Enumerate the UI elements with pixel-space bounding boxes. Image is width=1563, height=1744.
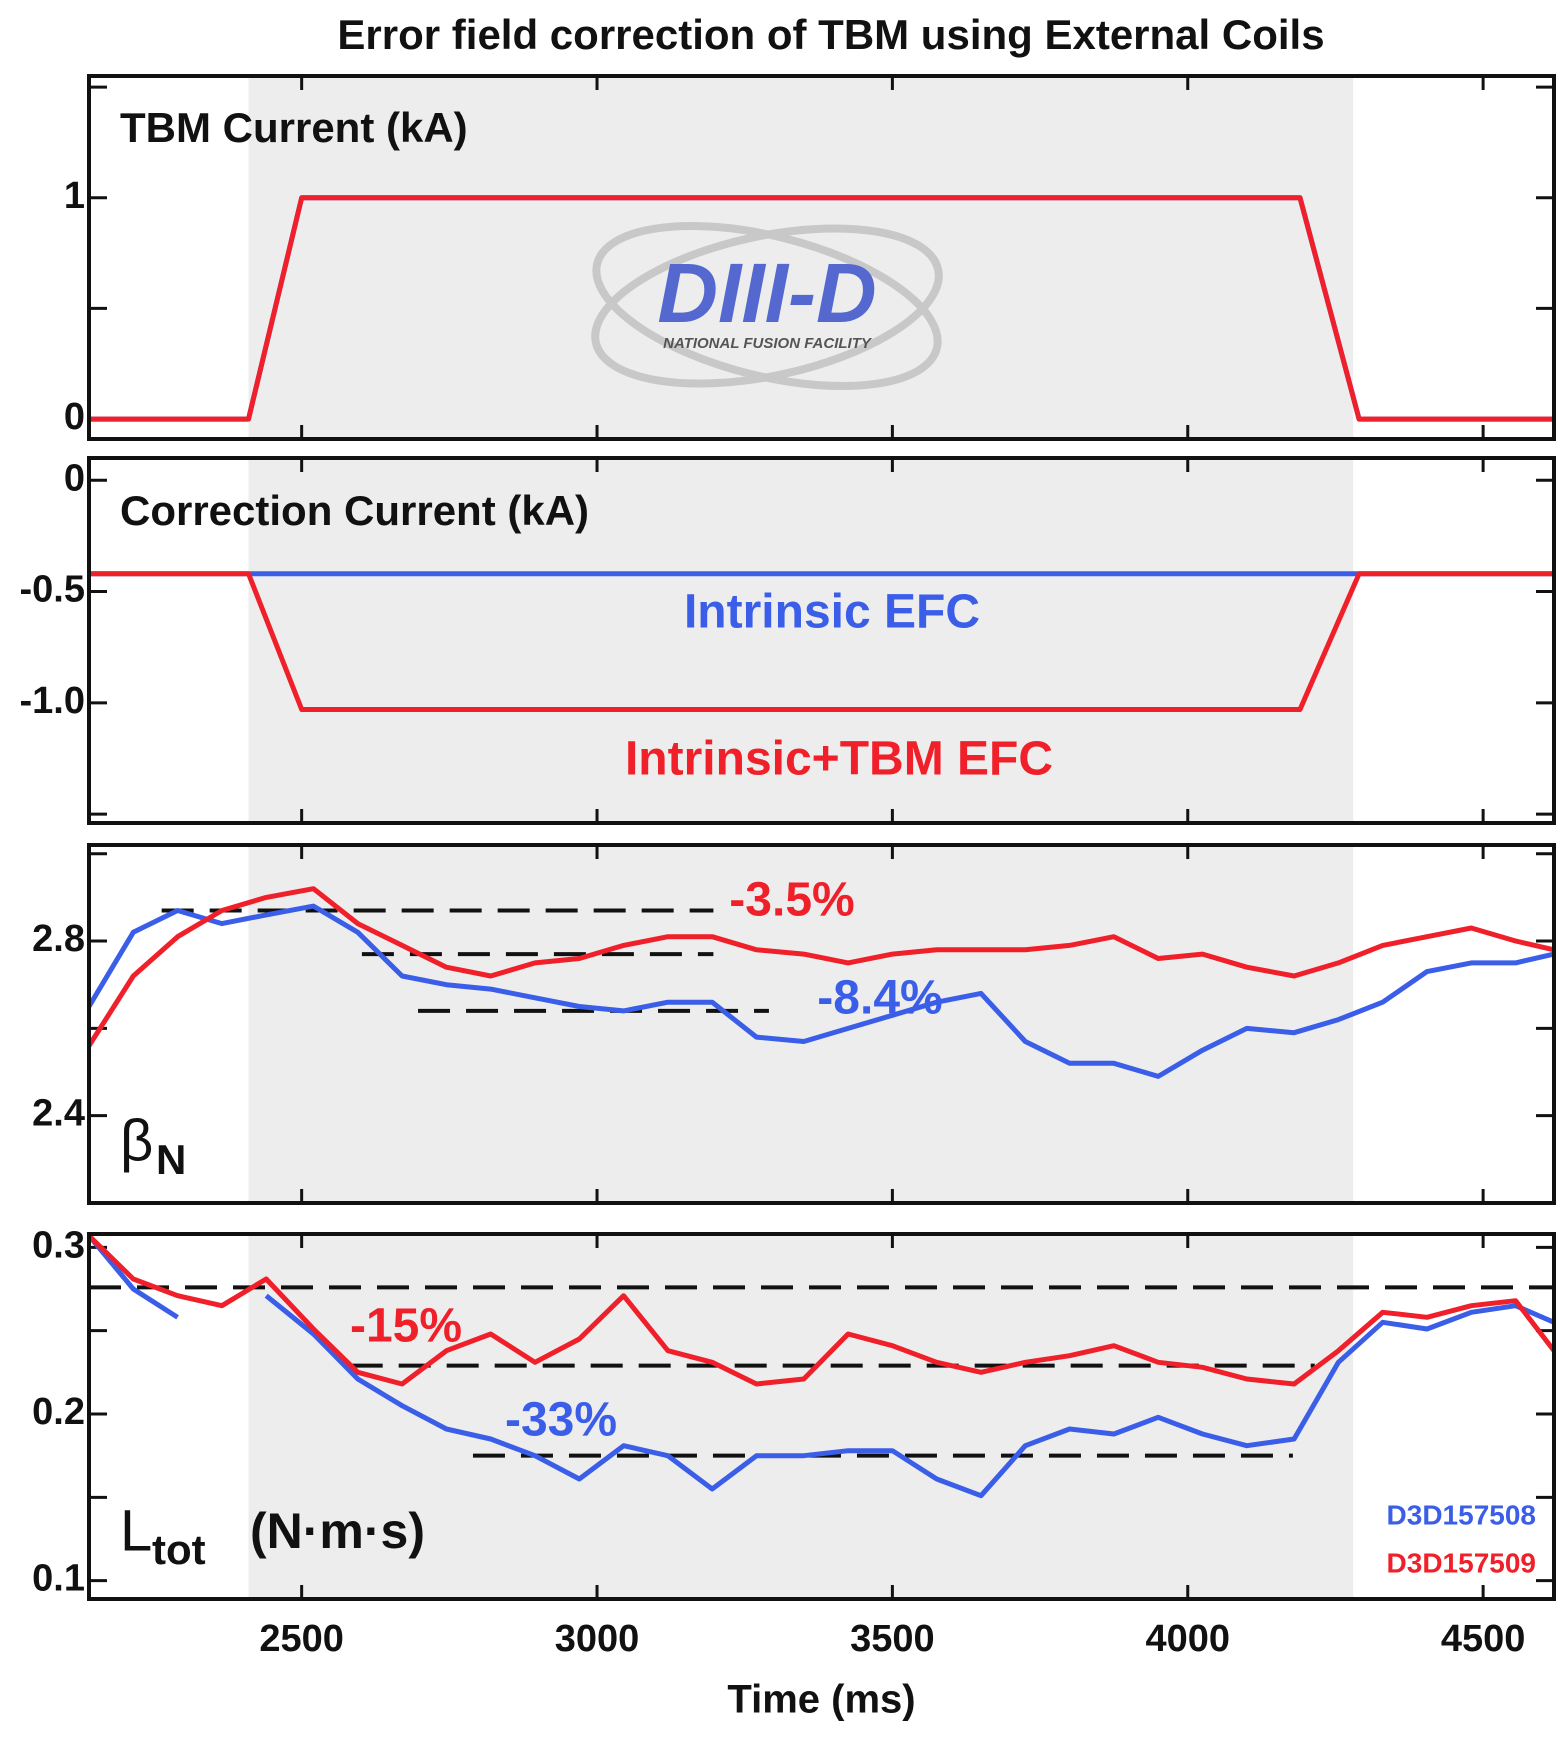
annotation: Intrinsic+TBM EFC bbox=[625, 733, 1053, 786]
series-line bbox=[89, 195, 1554, 422]
y-tick-label: 0 bbox=[64, 396, 85, 438]
y-tick-label: -0.5 bbox=[20, 569, 85, 611]
chart-title: Error field correction of TBM using Exte… bbox=[337, 11, 1324, 58]
panel-title: TBM Current (kA) bbox=[120, 104, 468, 151]
annotation: -8.4% bbox=[817, 972, 942, 1025]
plot-frame bbox=[87, 74, 1556, 441]
annotation: -33% bbox=[505, 1394, 617, 1447]
legend-label: D3D157509 bbox=[1387, 1547, 1536, 1578]
x-tick-label: 3500 bbox=[850, 1618, 935, 1660]
x-tick-label: 4000 bbox=[1145, 1618, 1230, 1660]
logo-name: DIII-D bbox=[657, 246, 876, 340]
shade bbox=[248, 1234, 1354, 1599]
annotation: -15% bbox=[350, 1300, 462, 1353]
plot-frame bbox=[87, 843, 1556, 1205]
logo-orbit bbox=[592, 221, 942, 391]
shade bbox=[248, 458, 1354, 823]
plot-frame bbox=[87, 1232, 1556, 1601]
y-label-unit: (N·m·s) bbox=[250, 1503, 425, 1559]
y-tick-label: -1.0 bbox=[20, 680, 85, 722]
series-line bbox=[89, 903, 1554, 1079]
y-tick-label: 0.3 bbox=[32, 1224, 85, 1266]
x-tick-label: 3000 bbox=[555, 1618, 640, 1660]
series-line bbox=[89, 1234, 1554, 1387]
shade bbox=[248, 845, 1354, 1203]
y-tick-label: 0 bbox=[64, 457, 85, 499]
x-tick-label: 2500 bbox=[259, 1618, 344, 1660]
series-line bbox=[89, 886, 1554, 1048]
logo-orbit bbox=[591, 224, 943, 388]
y-tick-label: 2.4 bbox=[32, 1093, 85, 1135]
y-label-symbol: β bbox=[120, 1108, 153, 1173]
y-tick-label: 0.2 bbox=[32, 1391, 85, 1433]
legend-label: D3D157508 bbox=[1387, 1499, 1536, 1530]
y-tick-label: 1 bbox=[64, 175, 85, 217]
panel-title: Correction Current (kA) bbox=[120, 487, 589, 534]
x-axis-label: Time (ms) bbox=[727, 1678, 915, 1722]
x-tick-label: 4500 bbox=[1441, 1618, 1526, 1660]
annotation: -3.5% bbox=[729, 874, 854, 927]
logo-tagline: NATIONAL FUSION FACILITY bbox=[663, 335, 873, 352]
y-tick-label: 2.8 bbox=[32, 918, 85, 960]
y-label-subscript: tot bbox=[152, 1526, 206, 1573]
y-tick-label: 0.1 bbox=[32, 1558, 85, 1600]
annotation: Intrinsic EFC bbox=[684, 586, 980, 639]
series-line bbox=[89, 571, 1554, 712]
plot-frame bbox=[87, 456, 1556, 825]
y-label-symbol: L bbox=[120, 1498, 152, 1563]
shade bbox=[248, 76, 1354, 439]
y-label-subscript: N bbox=[156, 1136, 186, 1183]
